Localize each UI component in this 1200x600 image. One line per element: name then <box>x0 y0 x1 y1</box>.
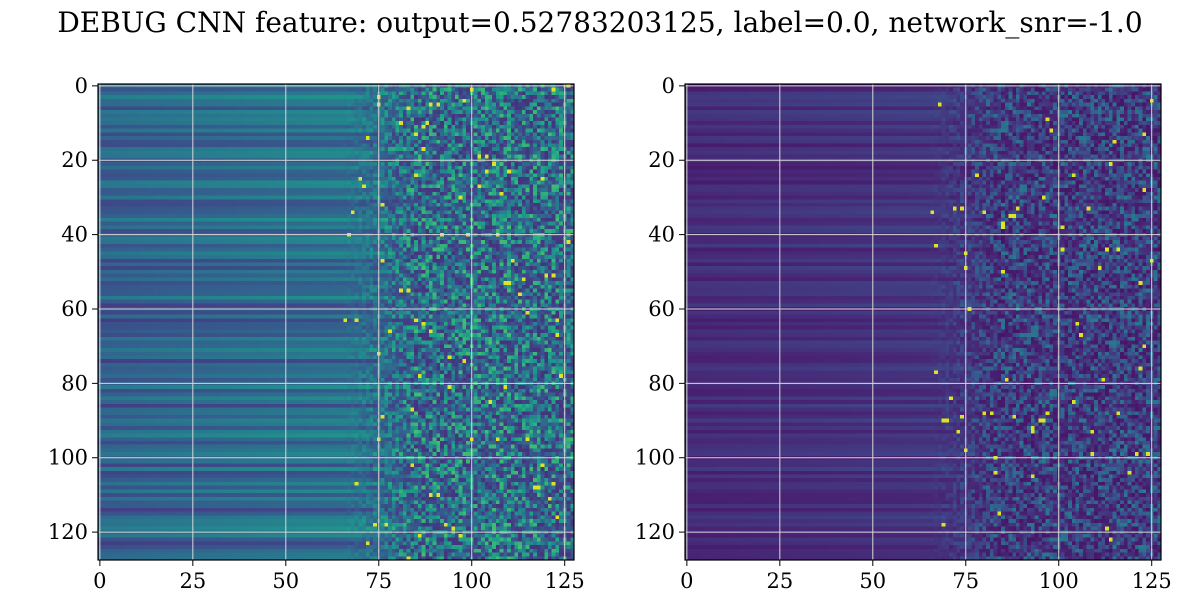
y-tick-label: 120 <box>635 520 675 544</box>
x-tick-label: 0 <box>93 569 106 593</box>
y-tick-label: 120 <box>48 520 88 544</box>
heatmap-panel-right: 0 25 50 75 100 125 0 20 40 60 80 100 120 <box>635 74 1172 593</box>
heatmap-panel-left: 0 25 50 75 100 125 0 20 40 60 80 100 120 <box>48 74 585 593</box>
y-tick-label: 60 <box>61 297 88 321</box>
y-tick-label: 80 <box>648 371 675 395</box>
y-tick-label: 100 <box>635 446 675 470</box>
figure-title: DEBUG CNN feature: output=0.52783203125,… <box>57 6 1143 39</box>
y-tick-label: 0 <box>662 74 675 98</box>
x-tick-label: 25 <box>766 569 793 593</box>
y-tick-label: 20 <box>61 148 88 172</box>
y-tick-label: 0 <box>75 74 88 98</box>
x-tick-label: 50 <box>272 569 299 593</box>
y-tick-label: 40 <box>648 223 675 247</box>
y-tick-label: 100 <box>48 446 88 470</box>
heatmap-image <box>685 84 1161 560</box>
x-tick-label: 125 <box>545 569 585 593</box>
y-tick-label: 60 <box>648 297 675 321</box>
x-tick-label: 50 <box>859 569 886 593</box>
x-tick-label: 75 <box>365 569 392 593</box>
x-tick-label: 25 <box>179 569 206 593</box>
x-tick-label: 0 <box>680 569 693 593</box>
x-tick-label: 125 <box>1132 569 1172 593</box>
y-tick-label: 40 <box>61 223 88 247</box>
axes-frame <box>684 83 1162 561</box>
y-tick-label: 80 <box>61 371 88 395</box>
x-tick-label: 75 <box>952 569 979 593</box>
axes-frame <box>97 83 575 561</box>
y-tick-label: 20 <box>648 148 675 172</box>
x-tick-label: 100 <box>452 569 492 593</box>
x-tick-label: 100 <box>1039 569 1079 593</box>
heatmap-image <box>98 84 574 560</box>
